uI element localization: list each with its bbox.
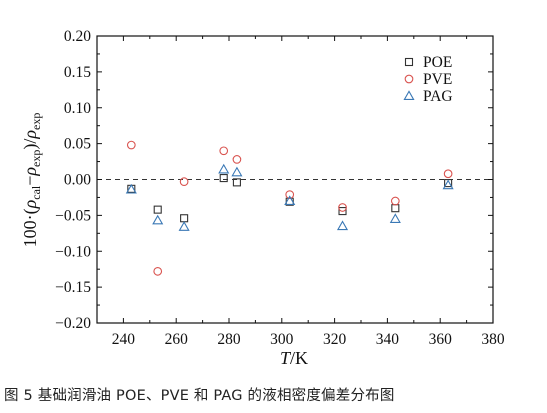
poe-point (232, 178, 241, 187)
y-title-prefix: 100·( (20, 208, 41, 247)
x-tick-label: 360 (429, 331, 453, 348)
y-title-rho-exp: ρ (20, 167, 40, 177)
scatter-chart: 240 260 280 300 320 340 360 380 0.20 0.15 0.10 0.0… (20, 28, 505, 368)
y-title-rho-exp-2: ρ (20, 130, 40, 140)
pve-point (338, 203, 347, 212)
y-title-mid: )/ (20, 139, 41, 150)
x-axis-title: T/K (280, 348, 308, 368)
y-tick-label: 0.05 (64, 136, 91, 153)
poe-point (338, 207, 347, 216)
figure-caption: 图 5 基础润滑油 POE、PVE 和 PAG 的液相密度偏差分布图 (4, 388, 395, 404)
x-tick-label: 260 (165, 331, 189, 348)
y-title-sub-exp-2: exp (29, 113, 43, 130)
y-tick-label: −0.05 (55, 207, 91, 224)
x-tick-label: 300 (270, 331, 294, 348)
y-tick-label: 0.15 (64, 64, 91, 81)
pve-point (179, 177, 189, 187)
x-tick-label: 380 (481, 331, 505, 348)
y-tick-label: −0.10 (55, 243, 91, 260)
y-tick-label: 0.20 (64, 28, 91, 45)
pve-point (232, 155, 242, 164)
y-axis-title: 100·(ρcal−ρexp)/ρexp (20, 113, 43, 248)
x-axis-symbol: T (280, 348, 292, 368)
y-title-sub-cal: cal (29, 185, 43, 200)
legend-label-pag: PAG (423, 88, 453, 105)
poe-point (219, 174, 228, 183)
legend-marker-pag (403, 90, 415, 100)
pag-point (231, 166, 243, 177)
y-title-rho-cal: ρ (20, 199, 40, 209)
x-tick-label: 280 (217, 331, 241, 348)
pag-point (152, 214, 164, 225)
pve-point (443, 169, 453, 179)
y-tick-label: 0.10 (64, 100, 91, 117)
pag-point (218, 163, 230, 174)
y-tick-label: −0.20 (55, 315, 91, 332)
pve-point (390, 196, 400, 206)
legend-marker-poe (404, 57, 414, 67)
pag-point (442, 179, 454, 190)
legend-marker-pve (404, 74, 414, 84)
x-axis-ticks: 240 260 280 300 320 340 360 380 (96, 36, 505, 348)
x-axis-unit: /K (290, 348, 308, 368)
poe-point (180, 214, 189, 223)
x-tick-label: 340 (376, 331, 400, 348)
pag-point (336, 220, 349, 231)
legend-label-pve: PVE (423, 71, 452, 88)
x-tick-label: 240 (112, 331, 136, 348)
y-title-dash: − (20, 176, 40, 186)
pve-point (219, 146, 229, 156)
pve-point (126, 140, 136, 150)
x-tick-label: 320 (323, 331, 347, 348)
pag-point (284, 195, 296, 206)
y-axis-ticks: 0.20 0.15 0.10 0.05 0.00 −0.05 −0.10 −0.15 −0.20 (55, 28, 493, 332)
y-title-sub-exp: exp (29, 150, 43, 167)
pag-point (125, 183, 137, 194)
pag-point (178, 221, 190, 231)
poe-point (153, 205, 162, 214)
pve-point (153, 266, 163, 276)
pag-point (389, 213, 401, 223)
legend-label-poe: POE (423, 54, 452, 71)
data-points (125, 140, 454, 276)
poe-point (391, 204, 400, 213)
y-tick-label: 0.00 (64, 172, 91, 189)
y-tick-label: −0.15 (55, 279, 91, 296)
pve-point (285, 190, 295, 199)
